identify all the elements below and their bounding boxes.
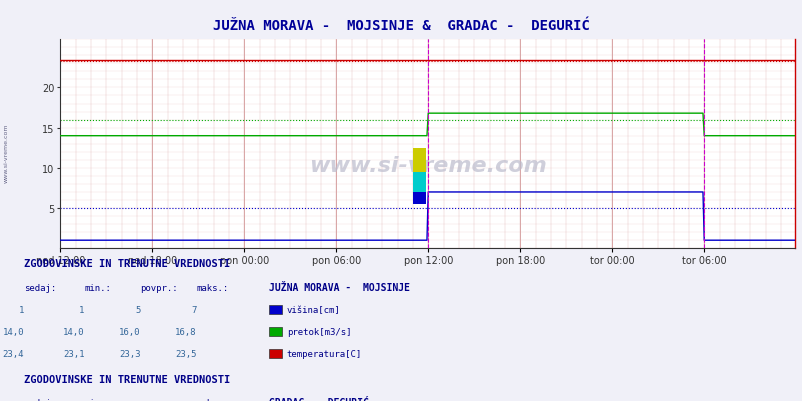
- Text: ZGODOVINSKE IN TRENUTNE VREDNOSTI: ZGODOVINSKE IN TRENUTNE VREDNOSTI: [24, 259, 230, 269]
- Text: min.:: min.:: [84, 399, 111, 401]
- Text: 5: 5: [135, 305, 140, 314]
- Bar: [412, 148, 425, 172]
- Text: povpr.:: povpr.:: [140, 283, 178, 292]
- Text: 1: 1: [79, 305, 84, 314]
- Bar: [412, 192, 425, 205]
- Text: GRADAC -  DEGURIĆ: GRADAC - DEGURIĆ: [269, 397, 368, 401]
- Text: sedaj:: sedaj:: [24, 283, 56, 292]
- Text: www.si-vreme.com: www.si-vreme.com: [308, 155, 546, 175]
- Text: 14,0: 14,0: [2, 327, 24, 336]
- Text: 23,3: 23,3: [119, 349, 140, 358]
- Text: 1: 1: [18, 305, 24, 314]
- Text: 23,5: 23,5: [175, 349, 196, 358]
- Text: ZGODOVINSKE IN TRENUTNE VREDNOSTI: ZGODOVINSKE IN TRENUTNE VREDNOSTI: [24, 374, 230, 384]
- Text: 7: 7: [191, 305, 196, 314]
- Text: višina[cm]: višina[cm]: [286, 305, 340, 314]
- Text: 23,1: 23,1: [63, 349, 84, 358]
- Text: 16,0: 16,0: [119, 327, 140, 336]
- Text: pretok[m3/s]: pretok[m3/s]: [286, 327, 350, 336]
- Bar: [412, 172, 425, 192]
- Text: sedaj:: sedaj:: [24, 399, 56, 401]
- Text: min.:: min.:: [84, 283, 111, 292]
- Text: temperatura[C]: temperatura[C]: [286, 349, 362, 358]
- Text: maks.:: maks.:: [196, 399, 229, 401]
- Text: 23,4: 23,4: [2, 349, 24, 358]
- Text: 16,8: 16,8: [175, 327, 196, 336]
- Text: www.si-vreme.com: www.si-vreme.com: [4, 123, 9, 182]
- Text: maks.:: maks.:: [196, 283, 229, 292]
- Text: 14,0: 14,0: [63, 327, 84, 336]
- Text: povpr.:: povpr.:: [140, 399, 178, 401]
- Text: JUŽNA MORAVA -  MOJSINJE &  GRADAC -  DEGURIĆ: JUŽNA MORAVA - MOJSINJE & GRADAC - DEGUR…: [213, 19, 589, 33]
- Text: JUŽNA MORAVA -  MOJSINJE: JUŽNA MORAVA - MOJSINJE: [269, 282, 410, 292]
